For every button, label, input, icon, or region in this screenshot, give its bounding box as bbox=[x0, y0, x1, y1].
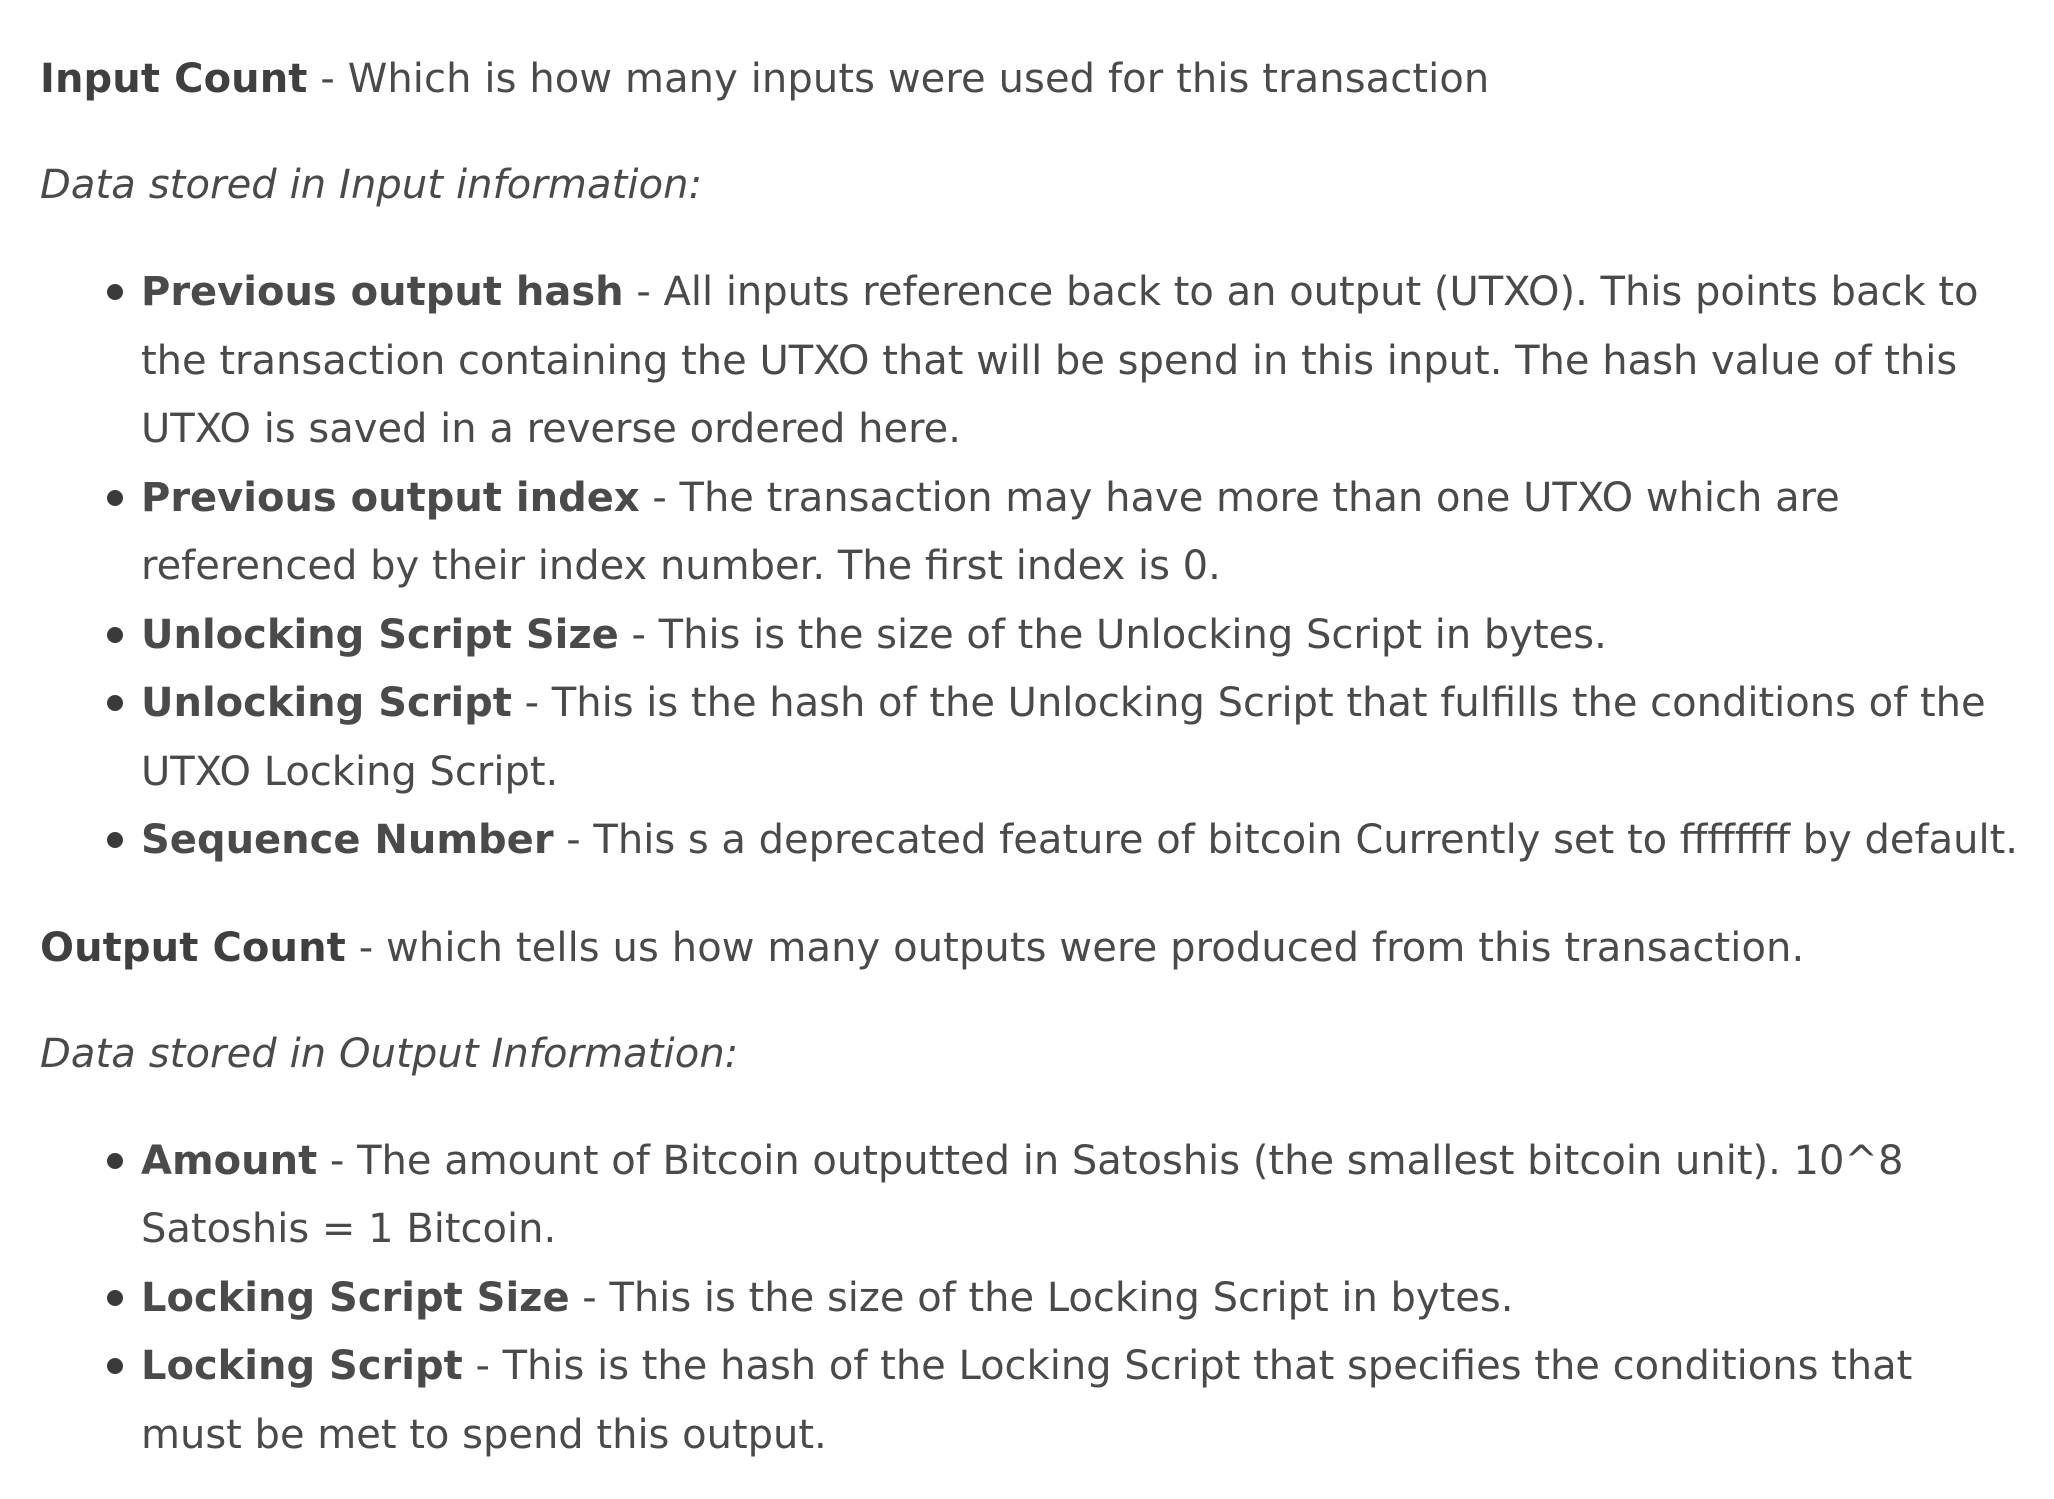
output-fields-list: Amount - The amount of Bitcoin outputted… bbox=[40, 1127, 2024, 1470]
list-item: Sequence Number - This s a deprecated fe… bbox=[107, 806, 2024, 875]
output-count-separator: - bbox=[345, 924, 387, 971]
list-item-separator: - bbox=[569, 1274, 610, 1321]
list-item-description: This is the hash of the Unlocking Script… bbox=[141, 680, 1986, 795]
bullet-icon bbox=[107, 1289, 123, 1306]
list-item-separator: - bbox=[317, 1137, 358, 1184]
input-count-paragraph: Input Count - Which is how many inputs w… bbox=[40, 46, 2024, 112]
list-item-term: Unlocking Script bbox=[141, 680, 512, 726]
input-section-heading: Data stored in Input information: bbox=[40, 162, 703, 208]
list-item-description: This is the hash of the Locking Script t… bbox=[141, 1343, 1913, 1458]
list-item: Unlocking Script Size - This is the size… bbox=[107, 601, 2024, 670]
list-item-description: The transaction may have more than one U… bbox=[141, 474, 1840, 590]
list-item: Previous output hash - All inputs refere… bbox=[107, 258, 2024, 464]
list-item: Previous output index - The transaction … bbox=[107, 464, 2024, 601]
bullet-icon bbox=[107, 1152, 123, 1169]
list-item-term: Locking Script bbox=[141, 1343, 463, 1389]
output-count-description: which tells us how many outputs were pro… bbox=[386, 924, 1805, 971]
bullet-icon bbox=[107, 695, 123, 711]
list-item-term: Previous output index bbox=[141, 474, 640, 521]
list-item-term: Unlocking Script Size bbox=[141, 611, 619, 658]
list-item-term: Sequence Number bbox=[141, 817, 554, 863]
list-item: Locking Script - This is the hash of the… bbox=[107, 1332, 2024, 1469]
list-item-description: This is the size of the Locking Script i… bbox=[609, 1274, 1514, 1321]
list-item-description: This is the size of the Unlocking Script… bbox=[658, 611, 1607, 658]
list-item-description: This s a deprecated feature of bitcoin C… bbox=[593, 817, 2018, 863]
input-count-separator: - bbox=[307, 56, 348, 102]
list-item-term: Locking Script Size bbox=[141, 1274, 570, 1321]
list-item: Amount - The amount of Bitcoin outputted… bbox=[107, 1127, 2024, 1264]
input-fields-list: Previous output hash - All inputs refere… bbox=[40, 258, 2024, 875]
list-item-description: All inputs reference back to an output (… bbox=[141, 269, 1979, 452]
list-item-separator: - bbox=[553, 817, 594, 863]
list-item-separator: - bbox=[618, 611, 659, 658]
output-count-term: Output Count bbox=[40, 924, 346, 971]
list-item-description: The amount of Bitcoin outputted in Satos… bbox=[141, 1137, 1904, 1253]
bullet-icon bbox=[107, 626, 123, 643]
input-count-description: Which is how many inputs were used for t… bbox=[347, 56, 1490, 102]
list-item: Unlocking Script - This is the hash of t… bbox=[107, 669, 2024, 806]
list-item: Locking Script Size - This is the size o… bbox=[107, 1264, 2024, 1333]
bullet-icon bbox=[107, 832, 123, 848]
bullet-icon bbox=[107, 1358, 123, 1374]
list-item-term: Amount bbox=[141, 1137, 318, 1184]
list-item-separator: - bbox=[511, 680, 552, 726]
input-count-term: Input Count bbox=[40, 56, 308, 102]
bullet-icon bbox=[107, 489, 123, 506]
output-section-heading: Data stored in Output Information: bbox=[40, 1030, 739, 1077]
bullet-icon bbox=[107, 284, 123, 300]
list-item-term: Previous output hash bbox=[141, 269, 624, 315]
list-item-separator: - bbox=[462, 1343, 503, 1389]
output-count-paragraph: Output Count - which tells us how many o… bbox=[40, 915, 2024, 981]
list-item-separator: - bbox=[639, 474, 680, 521]
list-item-separator: - bbox=[623, 269, 664, 315]
